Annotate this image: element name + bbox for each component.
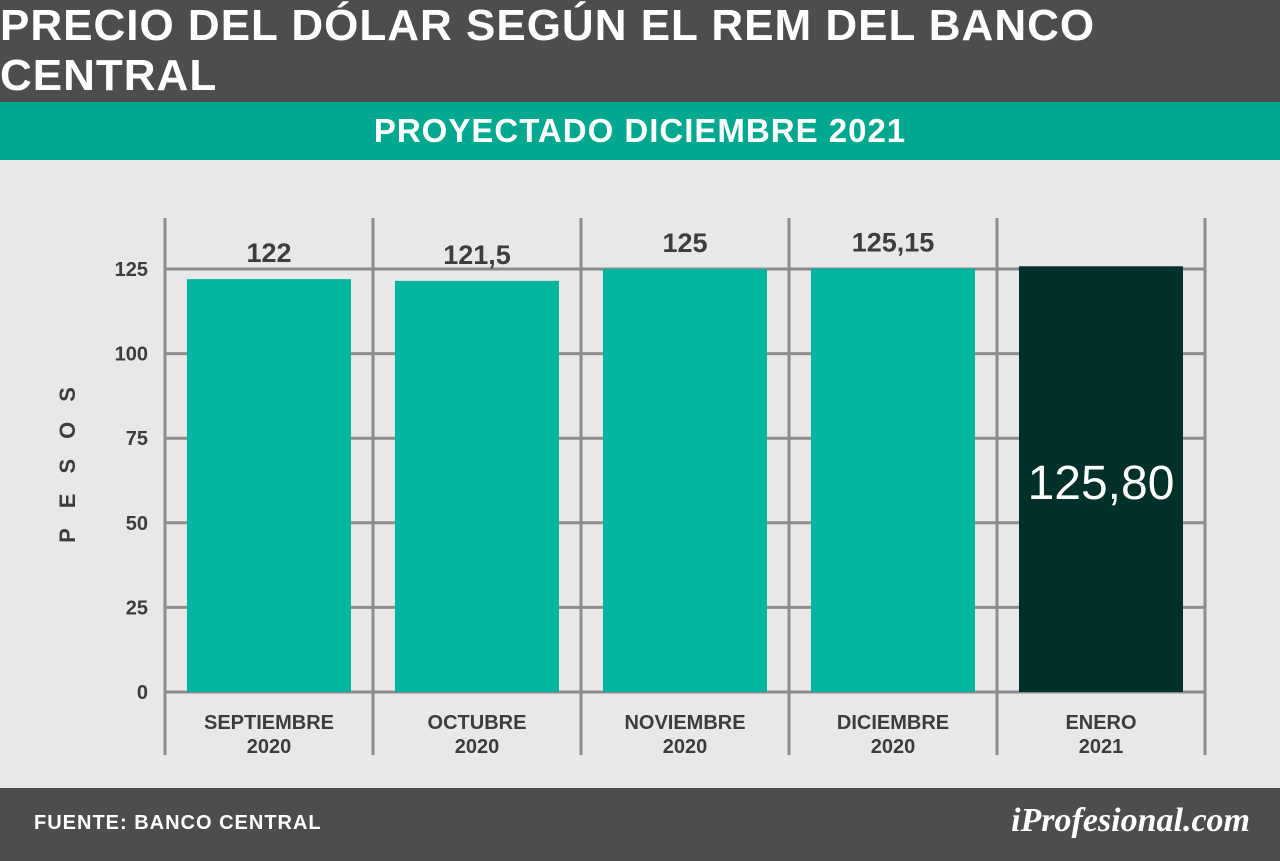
data-label: 122 <box>246 238 291 268</box>
data-label: 121,5 <box>443 240 511 270</box>
y-tick-label: 75 <box>126 428 148 450</box>
y-tick-label: 125 <box>115 259 148 281</box>
x-tick-label: 2020 <box>871 736 916 758</box>
y-tick-label: 100 <box>115 344 148 366</box>
chart-title: PRECIO DEL DÓLAR SEGÚN EL REM DEL BANCO … <box>0 1 1096 100</box>
x-tick-label: SEPTIEMBRE <box>204 712 334 734</box>
data-label: 125 <box>662 228 707 258</box>
footer: FUENTE: BANCO CENTRAL iProfesional.com <box>0 788 1280 861</box>
x-tick-label: DICIEMBRE <box>837 712 949 734</box>
x-tick-label: 2020 <box>455 736 500 758</box>
y-tick-label: 0 <box>137 682 148 704</box>
chart-subtitle: PROYECTADO DICIEMBRE 2021 <box>373 112 907 149</box>
bar <box>395 280 559 692</box>
x-tick-label: ENERO <box>1065 712 1136 734</box>
bar <box>187 279 351 692</box>
brand-logo: iProfesional.com <box>1011 802 1250 839</box>
bar <box>811 268 975 692</box>
source-note: FUENTE: BANCO CENTRAL <box>34 812 322 834</box>
subtitle-bar: PROYECTADO DICIEMBRE 2021 <box>0 102 1280 160</box>
data-label: 125,15 <box>852 227 935 257</box>
data-label: 125,80 <box>1028 457 1175 510</box>
x-tick-label: 2020 <box>247 736 292 758</box>
x-tick-label: 2020 <box>663 736 708 758</box>
bar <box>1019 266 1183 692</box>
y-tick-label: 25 <box>126 597 148 619</box>
y-tick-label: 50 <box>126 513 148 535</box>
x-tick-label: NOVIEMBRE <box>624 712 745 734</box>
bar-chart: 0255075100125122SEPTIEMBRE2020121,5OCTUB… <box>115 218 1207 758</box>
title-bar: PRECIO DEL DÓLAR SEGÚN EL REM DEL BANCO … <box>0 0 1280 102</box>
x-tick-label: OCTUBRE <box>428 712 527 734</box>
x-tick-label: 2021 <box>1079 736 1124 758</box>
bar <box>603 269 767 692</box>
